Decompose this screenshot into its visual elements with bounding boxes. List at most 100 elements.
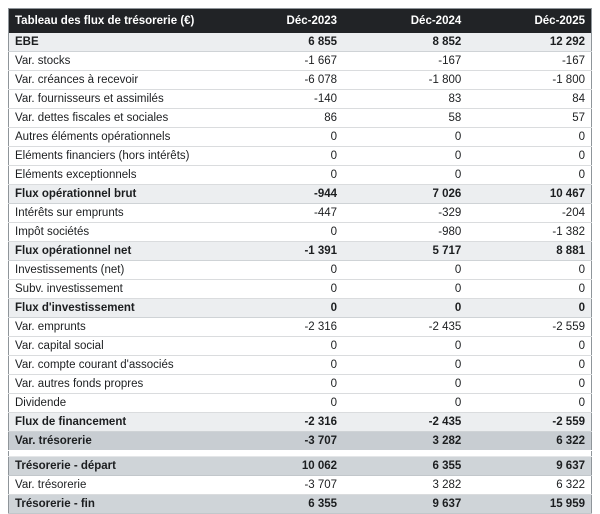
row-value: 0 — [218, 279, 344, 299]
row-value: 0 — [218, 336, 344, 356]
table-row-flux-de-financement: Flux de financement -2 316 -2 435 -2 559 — [8, 412, 592, 432]
row-value: 9 637 — [343, 494, 468, 514]
row-value: 84 — [467, 89, 592, 109]
table-row-var-stocks: Var. stocks -1 667 -167 -167 — [8, 51, 592, 71]
row-value: 83 — [343, 89, 468, 109]
row-value: 0 — [467, 336, 592, 356]
row-label: Var. créances à recevoir — [8, 70, 219, 90]
table-row-investissements-net: Investissements (net) 0 0 0 — [8, 260, 592, 280]
row-value: 15 959 — [467, 494, 592, 514]
table-row-var-tresorerie-summary: Var. trésorerie -3 707 3 282 6 322 — [8, 431, 592, 451]
table-row-flux-operationnel-net: Flux opérationnel net -1 391 5 717 8 881 — [8, 241, 592, 261]
row-value: 57 — [467, 108, 592, 128]
column-header-dec-2024: Déc-2024 — [343, 8, 468, 33]
row-label: Flux d'investissement — [8, 298, 219, 318]
row-value: 0 — [343, 127, 468, 147]
table-row-tresorerie-depart: Trésorerie - départ 10 062 6 355 9 637 — [8, 456, 592, 476]
row-value: 0 — [343, 393, 468, 413]
row-value: 0 — [467, 146, 592, 166]
row-value: 0 — [343, 374, 468, 394]
row-value: 0 — [343, 146, 468, 166]
table-row-tresorerie-fin: Trésorerie - fin 6 355 9 637 15 959 — [8, 494, 592, 514]
row-label: Flux opérationnel net — [8, 241, 219, 261]
row-value: -3 707 — [218, 431, 344, 451]
table-row-var-dettes-fiscales: Var. dettes fiscales et sociales 86 58 5… — [8, 108, 592, 128]
row-label: Trésorerie - fin — [8, 494, 219, 514]
row-value: -2 435 — [343, 317, 468, 337]
row-value: 0 — [218, 146, 344, 166]
row-value: 6 322 — [467, 431, 592, 451]
row-value: -1 800 — [467, 70, 592, 90]
table-row-var-creances: Var. créances à recevoir -6 078 -1 800 -… — [8, 70, 592, 90]
row-value: 12 292 — [467, 33, 592, 52]
row-label: Subv. investissement — [8, 279, 219, 299]
cash-flow-table-container: Tableau des flux de trésorerie (€) Déc-2… — [8, 8, 592, 514]
row-value: -2 316 — [218, 317, 344, 337]
row-value: 0 — [343, 355, 468, 375]
row-label: Var. stocks — [8, 51, 219, 71]
table-row-impot-societes: Impôt sociétés 0 -980 -1 382 — [8, 222, 592, 242]
row-value: 58 — [343, 108, 468, 128]
column-header-dec-2025: Déc-2025 — [467, 8, 592, 33]
row-value: -1 391 — [218, 241, 344, 261]
row-label: Var. trésorerie — [8, 431, 219, 451]
row-label: Var. autres fonds propres — [8, 374, 219, 394]
row-value: 3 282 — [343, 431, 468, 451]
row-value: -2 559 — [467, 317, 592, 337]
row-label: Eléments financiers (hors intérêts) — [8, 146, 219, 166]
row-value: -2 316 — [218, 412, 344, 432]
header-row: Tableau des flux de trésorerie (€) Déc-2… — [8, 8, 592, 33]
row-label: EBE — [8, 33, 219, 52]
row-value: -2 435 — [343, 412, 468, 432]
row-value: 0 — [218, 355, 344, 375]
row-value: 0 — [218, 165, 344, 185]
row-label: Trésorerie - départ — [8, 456, 219, 476]
row-value: -167 — [343, 51, 468, 71]
row-value: -204 — [467, 203, 592, 223]
row-value: -329 — [343, 203, 468, 223]
row-label: Dividende — [8, 393, 219, 413]
row-label: Flux opérationnel brut — [8, 184, 219, 204]
row-value: 10 467 — [467, 184, 592, 204]
row-value: 6 855 — [218, 33, 344, 52]
row-value: 8 852 — [343, 33, 468, 52]
row-value: 8 881 — [467, 241, 592, 261]
table-title: Tableau des flux de trésorerie (€) — [8, 8, 219, 33]
row-label: Impôt sociétés — [8, 222, 219, 242]
table-row-var-emprunts: Var. emprunts -2 316 -2 435 -2 559 — [8, 317, 592, 337]
cash-flow-report-page: Tableau des flux de trésorerie (€) Déc-2… — [8, 8, 592, 514]
table-row-flux-investissement: Flux d'investissement 0 0 0 — [8, 298, 592, 318]
row-label: Var. dettes fiscales et sociales — [8, 108, 219, 128]
row-value: 6 322 — [467, 475, 592, 495]
row-label: Flux de financement — [8, 412, 219, 432]
table-row-dividende: Dividende 0 0 0 — [8, 393, 592, 413]
row-value: 0 — [218, 222, 344, 242]
row-value: 0 — [343, 279, 468, 299]
row-value: 0 — [343, 165, 468, 185]
row-value: -1 667 — [218, 51, 344, 71]
row-value: 5 717 — [343, 241, 468, 261]
row-value: 0 — [467, 165, 592, 185]
row-value: 0 — [343, 260, 468, 280]
row-value: 6 355 — [218, 494, 344, 514]
table-row-flux-operationnel-brut: Flux opérationnel brut -944 7 026 10 467 — [8, 184, 592, 204]
table-row-var-capital-social: Var. capital social 0 0 0 — [8, 336, 592, 356]
table-row-subv-investissement: Subv. investissement 0 0 0 — [8, 279, 592, 299]
row-value: -1 382 — [467, 222, 592, 242]
row-value: 0 — [467, 298, 592, 318]
table-row-elements-exceptionnels: Eléments exceptionnels 0 0 0 — [8, 165, 592, 185]
row-value: 0 — [467, 355, 592, 375]
row-value: -944 — [218, 184, 344, 204]
row-label: Var. fournisseurs et assimilés — [8, 89, 219, 109]
row-label: Var. capital social — [8, 336, 219, 356]
row-value: -6 078 — [218, 70, 344, 90]
row-value: -2 559 — [467, 412, 592, 432]
cash-flow-table: Tableau des flux de trésorerie (€) Déc-2… — [8, 8, 592, 514]
row-value: -167 — [467, 51, 592, 71]
row-value: 86 — [218, 108, 344, 128]
row-value: 6 355 — [343, 456, 468, 476]
row-label: Var. emprunts — [8, 317, 219, 337]
row-value: 0 — [218, 127, 344, 147]
row-value: -1 800 — [343, 70, 468, 90]
table-row-ebe: EBE 6 855 8 852 12 292 — [8, 33, 592, 52]
